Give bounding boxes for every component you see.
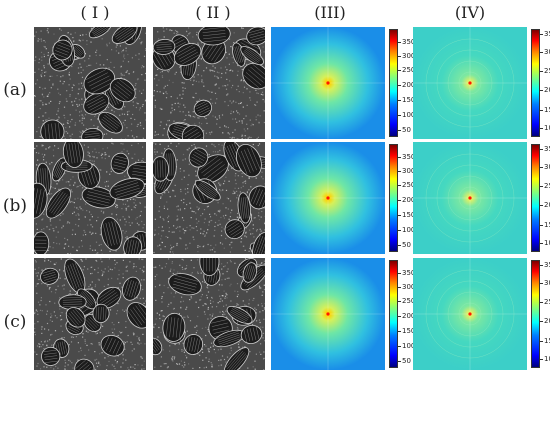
colorbar-tick-label: 350 — [397, 37, 416, 46]
colorbar-tick-label: 150 — [397, 211, 416, 220]
colorbar-c-iv — [531, 260, 540, 368]
colorbar-tick-label: 350 — [539, 30, 550, 38]
fft-map-c-iv — [413, 258, 527, 370]
micrograph-b-i — [34, 142, 146, 254]
colorbar-tick-label: 300 — [539, 279, 550, 287]
colorbar-tick-label: 100 — [397, 341, 416, 350]
colorbar-tick-label: 300 — [397, 282, 416, 291]
fft-map-a-iv — [413, 27, 527, 139]
colorbar-tick-label: 100 — [397, 225, 416, 234]
colorbar-tick-label: 350 — [539, 145, 550, 153]
colorbar-tick-label: 350 — [397, 152, 416, 161]
colorbar-tick-label: 250 — [397, 66, 416, 75]
colorbar-tick-label: 200 — [539, 201, 550, 209]
colorbar-tick-label: 300 — [539, 163, 550, 171]
colorbar-tick-label: 150 — [539, 106, 550, 114]
colorbar-tick-label: 250 — [397, 297, 416, 306]
fft-map-a-iii — [271, 27, 385, 139]
column-header-iv: (IV) — [454, 3, 486, 22]
colorbar-tick-label: 200 — [397, 312, 416, 321]
colorbar-tick-label: 250 — [539, 67, 550, 75]
colorbar-tick-label: 300 — [397, 51, 416, 60]
colorbar-tick-label: 150 — [539, 337, 550, 345]
colorbar-c-iii — [389, 260, 398, 368]
colorbar-tick-label: 50 — [398, 125, 411, 134]
colorbar-tick-label: 150 — [397, 96, 416, 105]
colorbar-tick-label: 250 — [397, 181, 416, 190]
colorbar-tick-label: 300 — [397, 166, 416, 175]
colorbar-tick-label: 350 — [397, 268, 416, 277]
micrograph-a-i — [34, 27, 146, 139]
fft-map-c-iii — [271, 258, 385, 370]
colorbar-a-iv — [531, 29, 540, 137]
colorbar-tick-label: 150 — [397, 327, 416, 336]
colorbar-tick-label: 200 — [539, 317, 550, 325]
colorbar-tick-label: 350 — [539, 261, 550, 269]
fft-map-b-iii — [271, 142, 385, 254]
micrograph-c-i — [34, 258, 146, 370]
colorbar-tick-label: 200 — [397, 81, 416, 90]
colorbar-b-iv — [531, 144, 540, 252]
micrograph-b-ii — [153, 142, 265, 254]
colorbar-tick-label: 300 — [539, 48, 550, 56]
column-header-iii: (III) — [314, 3, 346, 22]
colorbar-b-iii — [389, 144, 398, 252]
row-label-b: (b) — [2, 196, 28, 216]
colorbar-tick-label: 100 — [539, 124, 550, 132]
micrograph-c-ii — [153, 258, 265, 370]
colorbar-tick-label: 250 — [539, 298, 550, 306]
colorbar-tick-label: 50 — [398, 356, 411, 365]
fft-map-b-iv — [413, 142, 527, 254]
colorbar-tick-label: 150 — [539, 221, 550, 229]
colorbar-tick-label: 200 — [397, 196, 416, 205]
colorbar-a-iii — [389, 29, 398, 137]
column-header-ii: ( II ) — [195, 3, 231, 22]
colorbar-tick-label: 200 — [539, 86, 550, 94]
row-label-c: (c) — [3, 312, 27, 332]
colorbar-tick-label: 50 — [398, 240, 411, 249]
colorbar-tick-label: 250 — [539, 182, 550, 190]
colorbar-tick-label: 100 — [397, 110, 416, 119]
column-header-i: ( I ) — [80, 3, 110, 22]
row-label-a: (a) — [3, 80, 27, 100]
colorbar-tick-label: 100 — [539, 355, 550, 363]
colorbar-tick-label: 100 — [539, 239, 550, 247]
micrograph-a-ii — [153, 27, 265, 139]
